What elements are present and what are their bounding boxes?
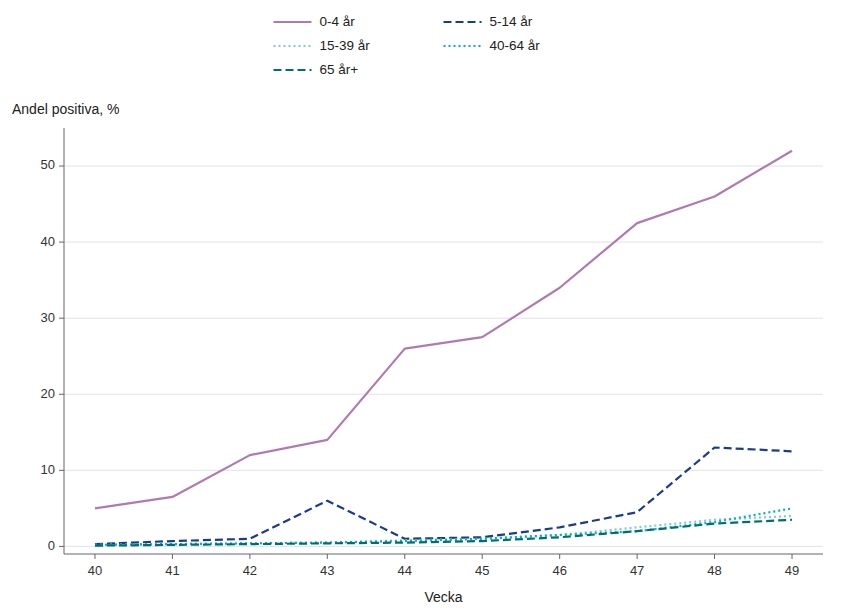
y-tick-label: 40 [41, 234, 55, 249]
series-line [95, 448, 792, 545]
x-tick [792, 554, 793, 559]
x-tick [637, 554, 638, 559]
grid-line [64, 546, 823, 547]
y-tick [59, 166, 64, 167]
y-grid [64, 166, 823, 546]
x-tick-label: 44 [398, 563, 412, 578]
x-tick [482, 554, 483, 559]
legend-swatch [444, 21, 482, 23]
series-lines [95, 151, 792, 546]
background [0, 0, 847, 616]
x-tick [327, 554, 328, 559]
x-tick [249, 554, 250, 559]
legend-label: 65 år+ [320, 62, 359, 77]
y-axis-line [64, 128, 65, 554]
x-tick [559, 554, 560, 559]
x-tick-label: 43 [320, 563, 334, 578]
y-tick-label: 10 [41, 462, 55, 477]
chart: 0 10 20 30 40 50 40 41 42 43 44 45 46 47 48 49 Vecka Ande… [0, 0, 847, 616]
x-tick-label: 41 [165, 563, 179, 578]
legend-swatch [274, 45, 312, 47]
x-tick-label: 42 [243, 563, 257, 578]
grid-line [64, 166, 823, 167]
y-tick [59, 394, 64, 395]
x-tick-label: 47 [630, 563, 644, 578]
legend-label: 0-4 år [320, 14, 356, 29]
y-tick [59, 546, 64, 547]
legend-swatch [444, 45, 482, 47]
x-tick-label: 49 [785, 563, 799, 578]
x-axis-label: Vecka [424, 589, 462, 605]
legend-swatch [274, 69, 312, 71]
y-axis-label: Andel positiva, % [12, 101, 119, 117]
legend: 0-4 år 5-14 år 15-39 år 40-64 år 65 år+ [274, 14, 541, 77]
y-tick [59, 318, 64, 319]
legend-label: 40-64 år [490, 38, 541, 53]
x-tick [714, 554, 715, 559]
y-tick-label: 50 [41, 157, 55, 172]
y-tick [59, 242, 64, 243]
grid-line [64, 394, 823, 395]
series-line [95, 508, 792, 545]
x-tick-label: 46 [552, 563, 566, 578]
series-line [95, 151, 792, 509]
y-axis: 0 10 20 30 40 50 [41, 128, 64, 554]
x-axis-line [64, 554, 823, 555]
x-tick-label: 48 [707, 563, 721, 578]
x-tick [172, 554, 173, 559]
x-tick-label: 40 [88, 563, 102, 578]
y-tick [59, 470, 64, 471]
x-tick-label: 45 [475, 563, 489, 578]
legend-label: 5-14 år [490, 14, 533, 29]
y-tick-label: 30 [41, 310, 55, 325]
x-tick [94, 554, 95, 559]
legend-swatch [274, 21, 312, 23]
y-tick-label: 0 [48, 538, 55, 553]
grid-line [64, 470, 823, 471]
y-tick-label: 20 [41, 386, 55, 401]
grid-line [64, 318, 823, 319]
series-line [95, 516, 792, 545]
x-axis: 40 41 42 43 44 45 46 47 48 49 [64, 554, 823, 578]
x-tick [404, 554, 405, 559]
series-line [95, 520, 792, 546]
legend-label: 15-39 år [320, 38, 371, 53]
grid-line [64, 242, 823, 243]
